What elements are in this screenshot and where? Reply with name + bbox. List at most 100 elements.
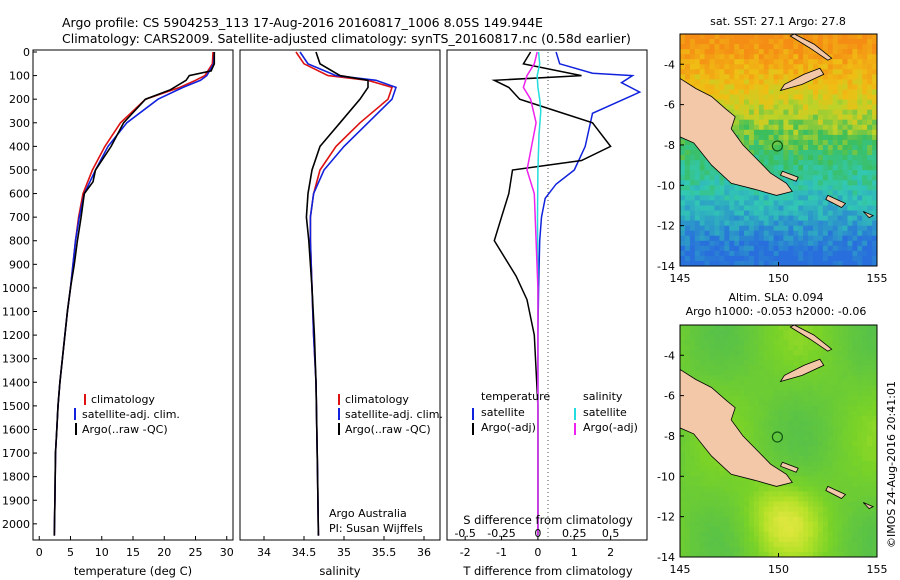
heatmap-cell bbox=[734, 476, 740, 482]
heatmap-cell bbox=[689, 441, 696, 447]
heatmap-cell bbox=[684, 190, 691, 196]
heatmap-cell bbox=[699, 360, 706, 366]
heatmap-cell bbox=[724, 54, 730, 60]
heatmap-cell bbox=[689, 325, 696, 331]
heatmap-cell bbox=[749, 400, 755, 407]
heatmap-cell bbox=[857, 145, 863, 151]
heatmap-cell bbox=[689, 165, 696, 171]
heatmap-cell bbox=[749, 134, 755, 141]
x-tick-label: 150 bbox=[768, 272, 789, 285]
heatmap-cell bbox=[813, 390, 819, 397]
heatmap-cell bbox=[753, 541, 760, 548]
heatmap-cell bbox=[734, 215, 740, 222]
x-tick-label: 35.5 bbox=[372, 546, 397, 559]
heatmap-cell bbox=[753, 536, 760, 543]
heatmap-cell bbox=[753, 155, 760, 161]
heatmap-cell bbox=[689, 541, 696, 548]
heatmap-cell bbox=[704, 360, 711, 366]
heatmap-cell bbox=[680, 64, 686, 70]
heatmap-cell bbox=[724, 44, 730, 50]
heatmap-cell bbox=[709, 225, 715, 232]
heatmap-cell bbox=[773, 145, 780, 151]
heatmap-cell bbox=[872, 400, 877, 407]
heatmap-cell bbox=[808, 84, 814, 90]
heatmap-cell bbox=[837, 410, 844, 417]
heatmap-cell bbox=[842, 365, 848, 371]
heatmap-cell bbox=[684, 552, 691, 557]
heatmap-cell bbox=[753, 54, 760, 60]
heatmap-cell bbox=[694, 526, 701, 533]
heatmap-cell bbox=[684, 150, 691, 156]
heatmap-cell bbox=[773, 79, 780, 85]
heatmap-cell bbox=[813, 410, 819, 417]
heatmap-cell bbox=[753, 350, 760, 356]
heatmap-cell bbox=[817, 64, 824, 70]
heatmap-cell bbox=[749, 74, 755, 80]
heatmap-cell bbox=[813, 240, 819, 247]
heatmap-cell bbox=[680, 456, 686, 462]
heatmap-cell bbox=[763, 451, 770, 457]
heatmap-cell bbox=[817, 94, 824, 101]
heatmap-cell bbox=[734, 245, 740, 252]
heatmap-cell bbox=[768, 205, 775, 212]
heatmap-cell bbox=[827, 230, 834, 237]
heatmap-cell bbox=[680, 466, 686, 472]
heatmap-cell bbox=[832, 405, 839, 412]
heatmap-cell bbox=[684, 496, 691, 503]
series-line-satellite-adj-clim- bbox=[299, 51, 398, 536]
heatmap-cell bbox=[689, 59, 696, 65]
heatmap-cell bbox=[803, 340, 809, 346]
heatmap-cell bbox=[867, 84, 873, 90]
heatmap-cell bbox=[793, 375, 799, 381]
heatmap-cell bbox=[832, 150, 839, 156]
heatmap-cell bbox=[842, 360, 848, 366]
heatmap-cell bbox=[808, 129, 814, 136]
heatmap-cell bbox=[837, 225, 844, 232]
heatmap-cell bbox=[837, 134, 844, 141]
heatmap-cell bbox=[852, 150, 858, 156]
title-line-2: Climatology: CARS2009. Satellite-adjuste… bbox=[62, 31, 631, 46]
heatmap-cell bbox=[689, 180, 696, 186]
heatmap-cell bbox=[724, 235, 730, 242]
heatmap-cell bbox=[793, 481, 799, 487]
heatmap-cell bbox=[818, 266, 824, 272]
heatmap-cell bbox=[719, 34, 725, 40]
heatmap-cell bbox=[788, 471, 794, 477]
heatmap-cell bbox=[813, 99, 819, 106]
heatmap-cell bbox=[862, 557, 868, 563]
heatmap-cell bbox=[837, 370, 844, 376]
heatmap-cell bbox=[832, 49, 839, 55]
heatmap-cell bbox=[739, 240, 745, 247]
heatmap-cell bbox=[862, 114, 868, 121]
heatmap-cell bbox=[798, 501, 804, 508]
heatmap-cell bbox=[842, 99, 848, 106]
heatmap-cell bbox=[803, 195, 809, 201]
heatmap-cell bbox=[739, 49, 745, 55]
heatmap-cell bbox=[827, 536, 834, 543]
heatmap-cell bbox=[763, 69, 770, 75]
heatmap-cell bbox=[773, 335, 780, 341]
heatmap-cell bbox=[734, 119, 740, 126]
heatmap-cell bbox=[848, 557, 854, 563]
heatmap-cell bbox=[817, 54, 824, 60]
heatmap-cell bbox=[773, 44, 780, 50]
heatmap-cell bbox=[822, 180, 829, 186]
heatmap-cell bbox=[689, 225, 696, 232]
heatmap-cell bbox=[773, 375, 780, 381]
heatmap-cell bbox=[798, 64, 804, 70]
heatmap-cell bbox=[704, 250, 711, 257]
heatmap-cell bbox=[680, 175, 686, 181]
heatmap-cell bbox=[852, 139, 858, 146]
land-island bbox=[862, 502, 875, 510]
heatmap-cell bbox=[852, 266, 858, 272]
land-island bbox=[789, 34, 833, 61]
heatmap-cell bbox=[778, 99, 784, 106]
heatmap-cell bbox=[724, 104, 730, 111]
heatmap-cell bbox=[862, 34, 868, 40]
heatmap-cell bbox=[862, 165, 868, 171]
heatmap-cell bbox=[827, 220, 834, 227]
heatmap-cell bbox=[763, 541, 770, 548]
heatmap-cell bbox=[842, 79, 848, 85]
heatmap-cell bbox=[714, 541, 720, 548]
heatmap-cell bbox=[773, 195, 780, 201]
